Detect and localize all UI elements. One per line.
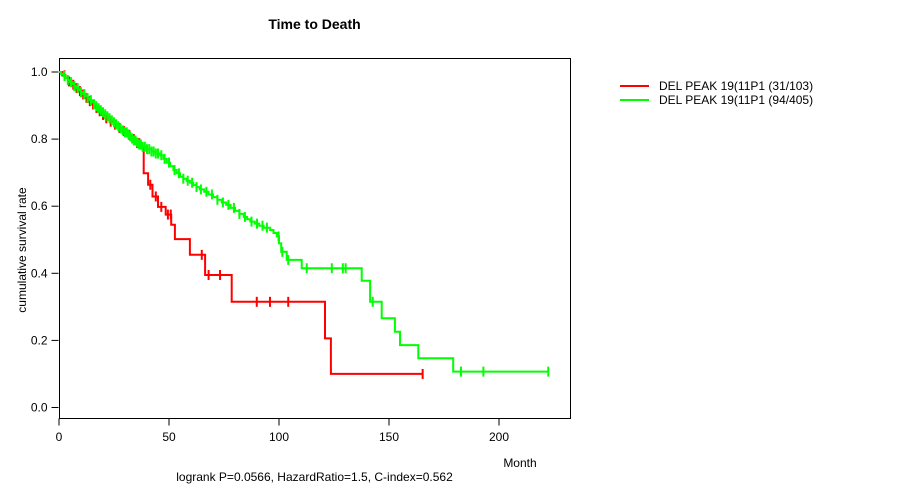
y-tick-label: 0.4 — [31, 266, 48, 280]
legend-label-green: DEL PEAK 19(11P1 (94/405) — [659, 93, 814, 107]
x-tick-label: 50 — [162, 430, 176, 444]
x-tick-label: 150 — [379, 430, 399, 444]
survival-curve-green — [59, 71, 549, 373]
legend-item-red: DEL PEAK 19(11P1 (31/103) — [620, 79, 813, 93]
legend-line-green — [620, 99, 649, 101]
y-tick-label: 0.8 — [31, 132, 48, 146]
legend-label-red: DEL PEAK 19(11P1 (31/103) — [659, 79, 814, 93]
chart-title: Time to Death — [268, 16, 361, 32]
survival-curve-red — [59, 71, 424, 375]
legend: DEL PEAK 19(11P1 (31/103) DEL PEAK 19(11… — [620, 79, 813, 107]
legend-item-green: DEL PEAK 19(11P1 (94/405) — [620, 93, 813, 107]
plot-box — [59, 58, 571, 419]
stats-annotation: logrank P=0.0566, HazardRatio=1.5, C-ind… — [176, 470, 453, 484]
x-tick-label: 200 — [489, 430, 509, 444]
y-tick-label: 0.2 — [31, 333, 48, 347]
y-tick-label: 0.0 — [31, 401, 48, 415]
y-tick-label: 0.6 — [31, 199, 48, 213]
y-tick-label: 1.0 — [31, 65, 48, 79]
legend-line-red — [620, 85, 649, 87]
x-tick-label: 100 — [269, 430, 289, 444]
x-axis-label: Month — [503, 456, 537, 470]
x-tick-label: 0 — [56, 430, 63, 444]
